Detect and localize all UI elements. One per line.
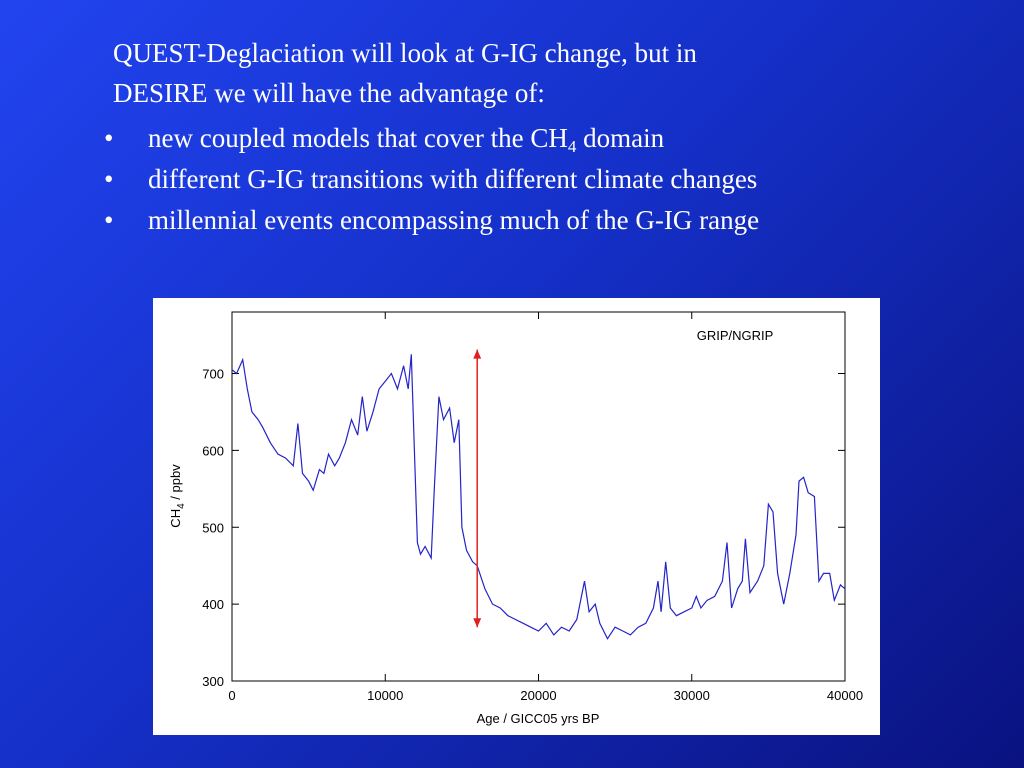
chart: GRIP/NGRIP Age / GICC05 yrs BP CH4 / ppb… [153, 298, 880, 735]
x-tick-label: 40000 [827, 688, 863, 703]
bullet-text: millennial events encompassing much of t… [148, 205, 760, 235]
x-tick-label: 20000 [520, 688, 556, 703]
y-axis-label-text: / ppbv [168, 464, 183, 504]
bullet: new coupled models that cover the CH4 do… [104, 123, 665, 156]
y-tick-label: 500 [202, 520, 224, 535]
bullet-text: new coupled models that cover the CH [148, 123, 568, 153]
heading-line: DESIRE we will have the advantage of: [113, 78, 545, 108]
y-tick-label: 300 [202, 674, 224, 689]
chart-background [153, 298, 880, 735]
bullet-text: different G-IG transitions with differen… [148, 164, 758, 194]
x-tick-label: 30000 [674, 688, 710, 703]
y-axis-label-sub: 4 [176, 503, 187, 509]
bullet: millennial events encompassing much of t… [104, 205, 760, 235]
y-tick-label: 700 [202, 367, 224, 382]
bullet-text: domain [576, 123, 665, 153]
x-axis-label: Age / GICC05 yrs BP [477, 711, 600, 726]
y-axis-label: CH4 / ppbv [168, 464, 187, 528]
y-tick-label: 400 [202, 597, 224, 612]
annotation: GRIP/NGRIP [697, 328, 774, 343]
y-axis-label-text: CH [168, 509, 183, 528]
line-series [231, 354, 846, 640]
y-tick-label: 600 [202, 443, 224, 458]
x-tick-label: 10000 [367, 688, 403, 703]
arrow-head [473, 349, 482, 359]
bullet: different G-IG transitions with differen… [104, 164, 758, 194]
subscript: 4 [567, 137, 577, 156]
heading-line: QUEST-Deglaciation will look at G-IG cha… [113, 38, 697, 68]
arrow-head [473, 618, 482, 628]
x-tick-label: 0 [228, 688, 235, 703]
